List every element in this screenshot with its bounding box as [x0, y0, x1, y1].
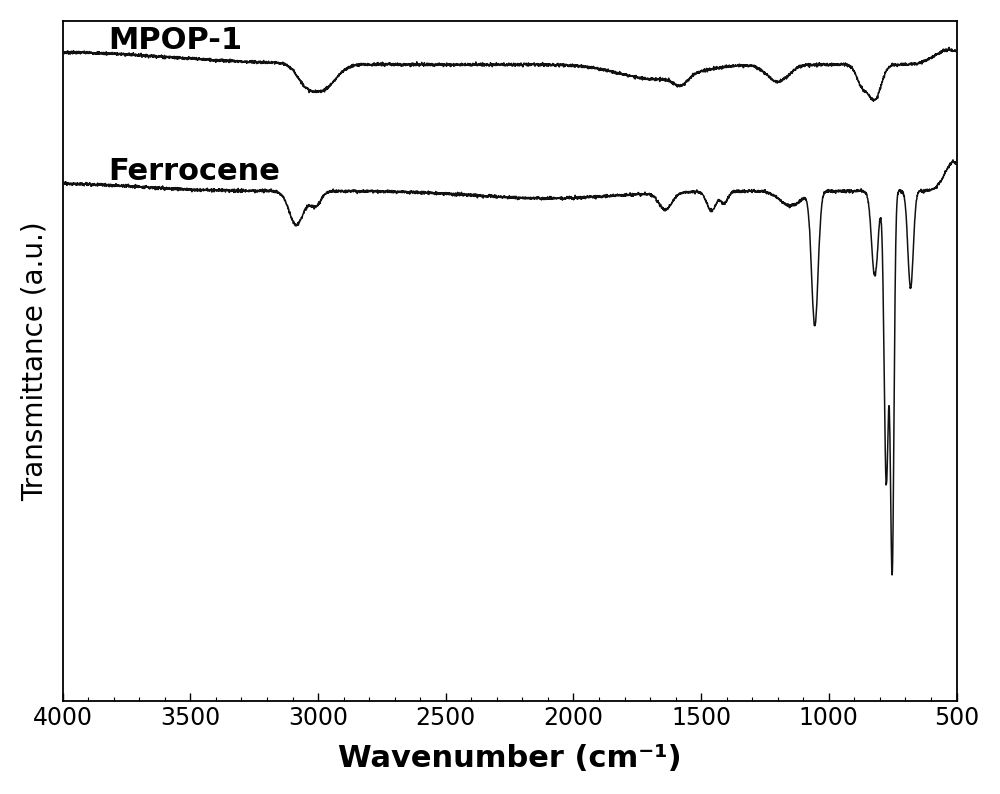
- Text: Ferrocene: Ferrocene: [109, 157, 281, 186]
- Text: MPOP-1: MPOP-1: [109, 25, 243, 55]
- X-axis label: Wavenumber (cm⁻¹): Wavenumber (cm⁻¹): [338, 744, 681, 773]
- Y-axis label: Transmittance (a.u.): Transmittance (a.u.): [21, 222, 49, 501]
